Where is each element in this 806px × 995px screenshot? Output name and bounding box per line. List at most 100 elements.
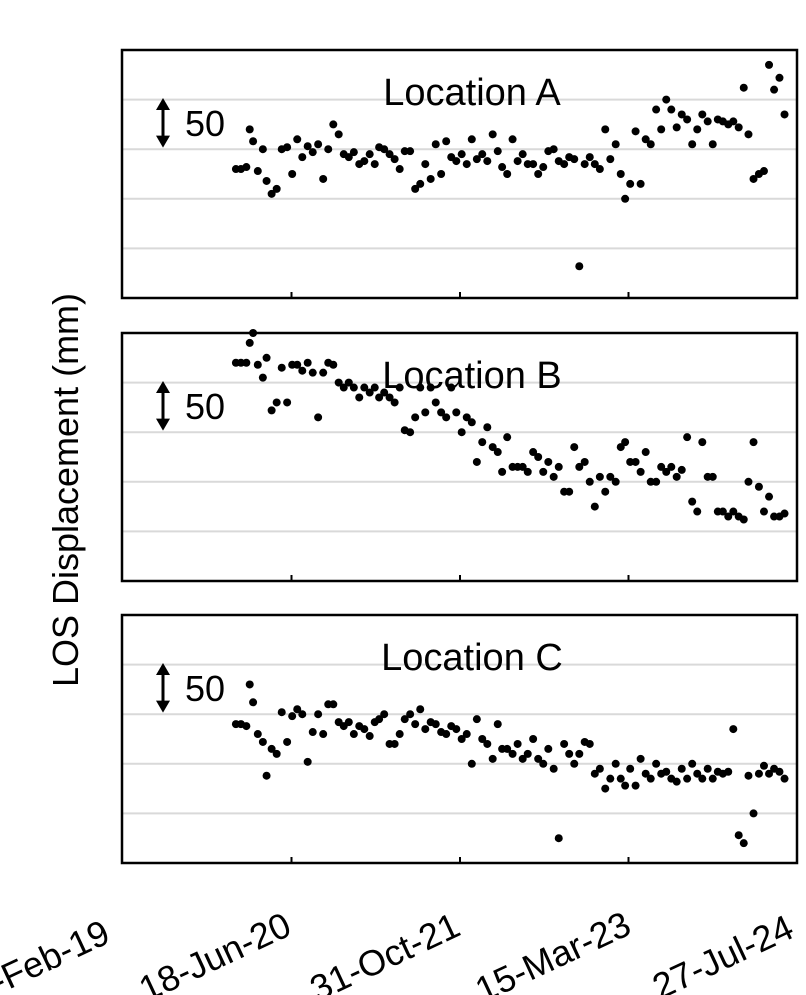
data-point xyxy=(488,754,497,763)
data-point xyxy=(416,179,425,188)
data-point xyxy=(518,462,527,471)
data-point xyxy=(631,781,640,790)
data-point xyxy=(267,189,276,198)
data-point xyxy=(493,448,502,457)
data-point xyxy=(565,487,574,496)
data-point xyxy=(652,759,661,768)
data-point xyxy=(329,700,338,709)
data-point xyxy=(708,774,717,783)
data-point xyxy=(575,462,584,471)
data-point xyxy=(349,730,358,739)
data-point xyxy=(483,423,492,432)
data-point xyxy=(431,720,440,729)
data-point xyxy=(523,467,532,476)
data-point xyxy=(442,413,451,422)
data-point xyxy=(775,73,784,82)
data-point xyxy=(370,160,379,169)
data-point xyxy=(708,140,717,149)
double-arrow-icon xyxy=(156,381,170,431)
data-point xyxy=(780,774,789,783)
data-point xyxy=(575,749,584,758)
data-point xyxy=(272,749,281,758)
data-point xyxy=(324,145,333,154)
data-point xyxy=(472,457,481,466)
data-point xyxy=(580,160,589,169)
data-point xyxy=(380,710,389,719)
data-point xyxy=(611,140,620,149)
data-point xyxy=(344,153,353,162)
data-point xyxy=(729,507,738,516)
data-point xyxy=(544,744,553,753)
data-point xyxy=(262,771,271,780)
data-point xyxy=(406,710,415,719)
data-point xyxy=(729,117,738,126)
data-point xyxy=(385,150,394,159)
double-arrow-icon xyxy=(156,663,170,713)
data-point xyxy=(365,150,374,159)
data-point xyxy=(575,262,584,271)
data-point xyxy=(390,398,399,407)
data-point xyxy=(698,110,707,119)
data-point xyxy=(683,115,692,124)
plot-frame xyxy=(120,613,799,865)
data-point xyxy=(549,472,558,481)
data-point xyxy=(319,730,328,739)
data-point xyxy=(693,769,702,778)
data-point xyxy=(245,338,254,347)
data-point xyxy=(606,472,615,481)
data-point xyxy=(636,179,645,188)
data-point xyxy=(416,383,425,392)
scale-bar-label: 50 xyxy=(185,668,225,709)
data-point xyxy=(277,363,286,372)
data-point xyxy=(360,383,369,392)
data-point xyxy=(744,477,753,486)
data-point xyxy=(749,438,758,447)
data-point xyxy=(529,735,538,743)
data-point xyxy=(523,749,532,758)
data-point xyxy=(467,135,476,144)
data-point xyxy=(349,383,358,392)
data-point xyxy=(258,373,267,382)
data-point xyxy=(621,438,630,447)
data-point xyxy=(652,477,661,486)
data-point xyxy=(298,710,307,719)
data-point xyxy=(493,720,502,729)
data-point xyxy=(344,718,353,727)
data-point xyxy=(749,809,758,818)
data-point xyxy=(467,759,476,768)
data-point xyxy=(483,157,492,166)
data-point xyxy=(549,764,558,773)
data-point xyxy=(421,408,430,417)
data-point xyxy=(693,125,702,134)
data-point xyxy=(703,117,712,126)
data-point xyxy=(303,358,312,367)
data-point xyxy=(724,512,733,521)
data-point xyxy=(272,184,281,193)
data-point xyxy=(242,722,251,731)
data-point xyxy=(390,155,399,164)
panel-location-c: Location C 50 xyxy=(120,613,799,865)
data-point xyxy=(503,744,512,753)
data-point xyxy=(303,757,312,766)
data-point xyxy=(508,135,517,144)
data-point xyxy=(780,509,789,518)
data-point xyxy=(652,105,661,114)
data-point xyxy=(549,145,558,154)
data-point xyxy=(272,398,281,407)
data-point xyxy=(688,497,697,506)
data-point xyxy=(601,784,610,793)
data-point xyxy=(611,759,620,768)
data-point xyxy=(570,443,579,452)
data-point xyxy=(380,145,389,154)
data-point xyxy=(683,774,692,783)
data-point xyxy=(245,125,254,134)
data-point xyxy=(467,418,476,427)
data-point xyxy=(641,769,650,778)
data-point xyxy=(601,125,610,134)
data-point xyxy=(416,705,425,714)
data-point xyxy=(308,368,317,377)
data-point xyxy=(365,388,374,397)
data-point xyxy=(406,428,415,437)
data-point xyxy=(437,170,446,178)
data-point xyxy=(724,767,733,776)
